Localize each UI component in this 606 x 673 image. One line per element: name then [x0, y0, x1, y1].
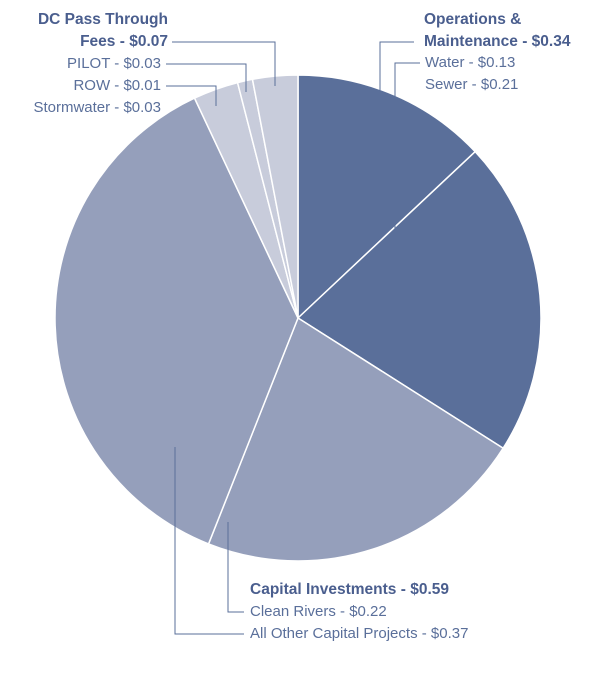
pie-slice [54, 97, 299, 545]
slice-label: Clean Rivers - $0.22 [250, 603, 387, 620]
slice-label: ROW - $0.01 [73, 77, 161, 94]
leader-line [166, 63, 247, 92]
slice-label: All Other Capital Projects - $0.37 [250, 625, 469, 642]
leader-line [166, 85, 217, 106]
group-label: Operations & Maintenance - $0.34 [424, 11, 571, 50]
leader-line [227, 522, 244, 613]
leader-line [394, 62, 420, 313]
slice-label: Stormwater - $0.03 [33, 99, 161, 116]
slice-label: Water - $0.13 [425, 54, 516, 71]
group-label: Capital Investments - $0.59 [250, 581, 449, 598]
leader-line [379, 41, 414, 166]
group-label: DC Pass Through Fees - $0.07 [37, 11, 168, 50]
leader-line [172, 41, 276, 86]
leader-line [174, 447, 244, 635]
pie-slice [207, 316, 505, 562]
slice-label: PILOT - $0.03 [67, 55, 161, 72]
slices [54, 74, 542, 562]
slice-label: Sewer - $0.21 [425, 76, 519, 93]
pie-slice [296, 150, 542, 450]
leader-lines [166, 41, 420, 635]
